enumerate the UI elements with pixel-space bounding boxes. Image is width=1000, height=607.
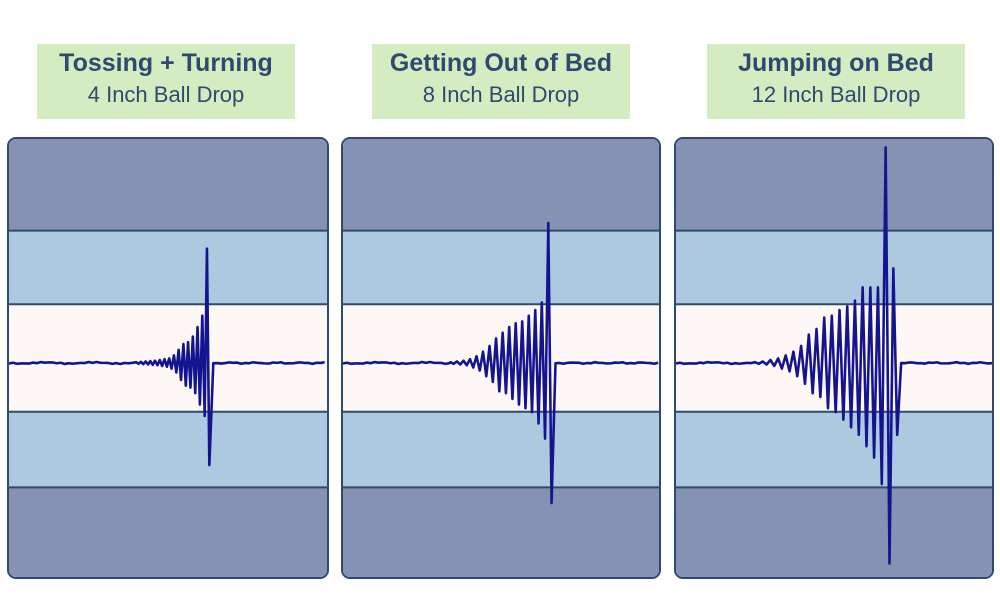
band-0 — [9, 139, 327, 231]
chart-panel-tossing — [7, 137, 329, 579]
waveform-chart — [9, 139, 327, 577]
panel-label-getting-out: Getting Out of Bed 8 Inch Ball Drop — [372, 44, 630, 119]
panel-subtitle: 4 Inch Ball Drop — [87, 82, 245, 107]
band-3 — [343, 411, 659, 488]
panel-label-jumping: Jumping on Bed 12 Inch Ball Drop — [707, 44, 965, 119]
band-4 — [343, 487, 659, 577]
band-1 — [343, 230, 659, 305]
panel-title: Jumping on Bed — [738, 49, 934, 77]
panel-title: Getting Out of Bed — [389, 49, 613, 77]
panel-label-tossing: Tossing + Turning 4 Inch Ball Drop — [37, 44, 295, 119]
band-3 — [9, 411, 327, 488]
panel-subtitle: 12 Inch Ball Drop — [751, 82, 921, 107]
waveform-line — [343, 221, 659, 505]
band-1 — [9, 230, 327, 305]
panel-title: Tossing + Turning — [59, 49, 273, 77]
band-0 — [676, 139, 992, 231]
chart-panel-jumping — [674, 137, 994, 579]
chart-panel-getting-out — [341, 137, 661, 579]
band-3 — [676, 411, 992, 488]
panel-subtitle: 8 Inch Ball Drop — [422, 82, 580, 107]
waveform-line — [9, 247, 325, 467]
band-0 — [343, 139, 659, 231]
waveform-chart — [343, 139, 659, 577]
band-4 — [9, 487, 327, 577]
band-1 — [676, 230, 992, 305]
waveform-chart — [676, 139, 992, 577]
waveform-line — [676, 146, 992, 565]
band-4 — [676, 487, 992, 577]
